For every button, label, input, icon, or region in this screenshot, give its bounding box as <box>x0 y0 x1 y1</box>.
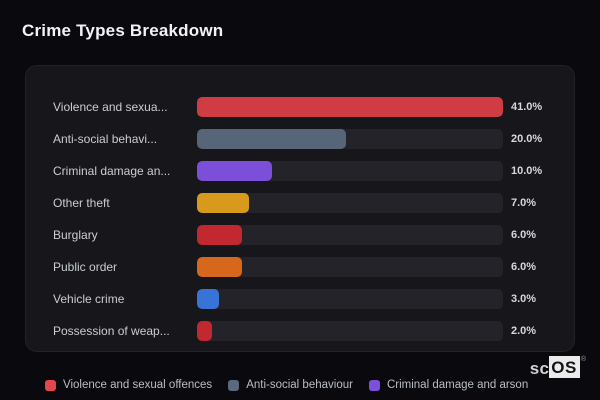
bar[interactable] <box>197 321 212 341</box>
bar[interactable] <box>197 193 250 213</box>
scos-logo: sc OS ® <box>530 356 586 378</box>
category-label: Possession of weap... <box>53 324 170 338</box>
legend-swatch-icon <box>45 379 56 391</box>
category-label: Other theft <box>53 196 110 210</box>
legend-label: Criminal damage and arson <box>386 379 529 391</box>
bar[interactable] <box>197 129 347 149</box>
bar-row: Anti-social behavi... 20.0% <box>53 123 547 155</box>
legend-item[interactable]: Anti-social behaviour <box>228 379 353 391</box>
bar-row: Violence and sexua... 41.0% <box>53 91 547 123</box>
bar-track <box>197 193 503 213</box>
bar-track <box>197 321 503 341</box>
bar[interactable] <box>197 257 242 277</box>
value-label: 3.0% <box>511 293 537 305</box>
scos-logo-prefix: sc <box>529 359 550 378</box>
bar-track <box>197 225 503 245</box>
bar[interactable] <box>197 97 503 117</box>
category-label: Anti-social behavi... <box>53 132 158 146</box>
category-label: Violence and sexua... <box>53 100 168 114</box>
legend-item[interactable]: Violence and sexual offences <box>45 379 212 391</box>
bar[interactable] <box>197 161 272 181</box>
category-label: Public order <box>53 260 118 274</box>
value-label: 2.0% <box>511 325 537 337</box>
bar-track <box>197 257 503 277</box>
category-label: Burglary <box>53 228 98 242</box>
bar[interactable] <box>197 225 242 245</box>
legend: Violence and sexual offences Anti-social … <box>45 379 528 391</box>
value-label: 6.0% <box>511 261 537 273</box>
legend-swatch-icon <box>368 379 380 391</box>
category-label: Criminal damage an... <box>53 164 171 178</box>
chart-panel: Violence and sexua... 41.0% Anti-social be… <box>25 65 575 352</box>
registered-trademark-icon: ® <box>580 356 586 363</box>
value-label: 20.0% <box>511 133 543 145</box>
bar-row: Other theft 7.0% <box>53 187 547 219</box>
scos-logo-suffix: OS <box>549 356 580 378</box>
bar-track <box>197 129 503 149</box>
bar-track <box>197 289 503 309</box>
value-label: 10.0% <box>511 165 543 177</box>
value-label: 6.0% <box>511 229 537 241</box>
bar-row: Vehicle crime 3.0% <box>53 283 547 315</box>
legend-label: Violence and sexual offences <box>63 379 213 391</box>
bar-track <box>197 97 503 117</box>
bar-row: Criminal damage an... 10.0% <box>53 155 547 187</box>
page-title: Crime Types Breakdown <box>22 21 224 40</box>
legend-swatch-icon <box>228 379 240 391</box>
bar-row: Possession of weap... 2.0% <box>53 315 547 347</box>
value-label: 7.0% <box>511 197 537 209</box>
bar-row: Public order 6.0% <box>53 251 547 283</box>
legend-label: Anti-social behaviour <box>246 379 353 391</box>
value-label: 41.0% <box>511 101 543 113</box>
category-label: Vehicle crime <box>53 292 125 306</box>
legend-item[interactable]: Criminal damage and arson <box>368 379 529 391</box>
bar-row: Burglary 6.0% <box>53 219 547 251</box>
bar[interactable] <box>197 289 220 309</box>
bar-rows: Violence and sexua... 41.0% Anti-social be… <box>53 91 547 347</box>
bar-track <box>197 161 503 181</box>
